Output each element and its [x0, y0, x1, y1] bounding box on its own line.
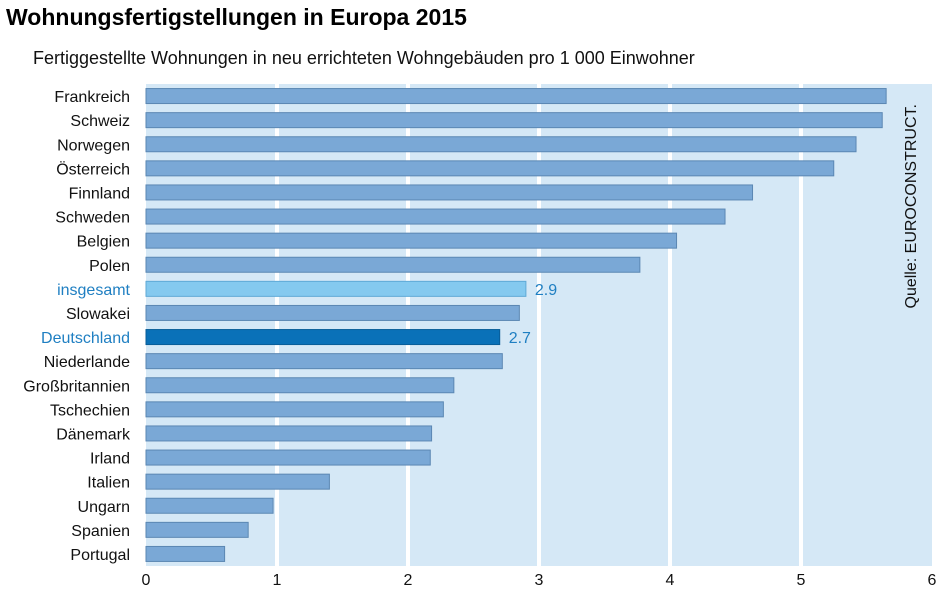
bar-finnland — [145, 184, 754, 201]
category-label: insgesamt — [57, 282, 130, 299]
bar-italien — [145, 473, 330, 490]
category-label: Dänemark — [56, 426, 131, 443]
category-label: Portugal — [70, 547, 130, 564]
bar-polen — [145, 256, 641, 273]
category-label: Belgien — [77, 234, 130, 251]
chart-title: Wohnungsfertigstellungen in Europa 2015 — [6, 4, 467, 30]
category-label: Schweiz — [70, 113, 130, 130]
x-tick-label: 1 — [273, 572, 282, 589]
category-label: Italien — [87, 475, 130, 492]
x-tick-label: 5 — [797, 572, 806, 589]
category-label: Irland — [90, 451, 130, 468]
bar-schweiz — [145, 112, 883, 129]
category-label: Schweden — [55, 210, 130, 227]
bar-spanien — [145, 521, 249, 538]
category-label: Deutschland — [41, 330, 130, 347]
category-label: Tschechien — [50, 402, 130, 419]
category-label: Spanien — [71, 523, 130, 540]
data-label: 2.9 — [535, 282, 557, 299]
category-label: Finnland — [69, 185, 130, 202]
bar-norwegen — [145, 136, 857, 153]
bar-belgien — [145, 232, 678, 249]
bar-portugal — [145, 545, 226, 562]
bar-niederlande — [145, 353, 503, 370]
bar-grossbritannien — [145, 377, 455, 394]
bar-frankreich — [145, 88, 887, 105]
category-labels: Frankreich Schweiz Norwegen Österreich Finnl… — [23, 89, 131, 564]
bars — [145, 88, 887, 562]
category-label: Polen — [89, 258, 130, 275]
category-label: Ungarn — [78, 499, 130, 516]
bar-osterreich — [145, 160, 835, 177]
category-label: Niederlande — [44, 354, 130, 371]
bar-schweden — [145, 208, 726, 225]
x-tick-label: 3 — [535, 572, 544, 589]
x-tick-label: 6 — [928, 572, 937, 589]
bar-slowakei — [145, 304, 520, 321]
category-label: Slowakei — [66, 306, 130, 323]
category-label: Österreich — [56, 160, 130, 178]
x-tick-label: 4 — [666, 572, 675, 589]
bar-danemark — [145, 425, 433, 442]
category-label: Großbritannien — [23, 378, 130, 395]
x-tick-label: 2 — [404, 572, 413, 589]
data-label: 2.7 — [509, 330, 531, 347]
chart-subtitle: Fertiggestellte Wohnungen in neu erricht… — [33, 48, 695, 68]
category-label: Norwegen — [57, 137, 130, 154]
bar-ungarn — [145, 497, 274, 514]
bar-insgesamt — [145, 280, 527, 297]
bar-tschechien — [145, 401, 444, 418]
x-axis-ticks: 0 1 2 3 4 5 6 — [142, 572, 937, 589]
x-tick-label: 0 — [142, 572, 151, 589]
source-note: Quelle: EUROCONSTRUCT. — [903, 104, 920, 308]
bar-deutschland — [145, 329, 501, 346]
category-label: Frankreich — [54, 89, 130, 106]
data-labels: 2.9 2.7 — [509, 282, 558, 347]
bar-irland — [145, 449, 431, 466]
